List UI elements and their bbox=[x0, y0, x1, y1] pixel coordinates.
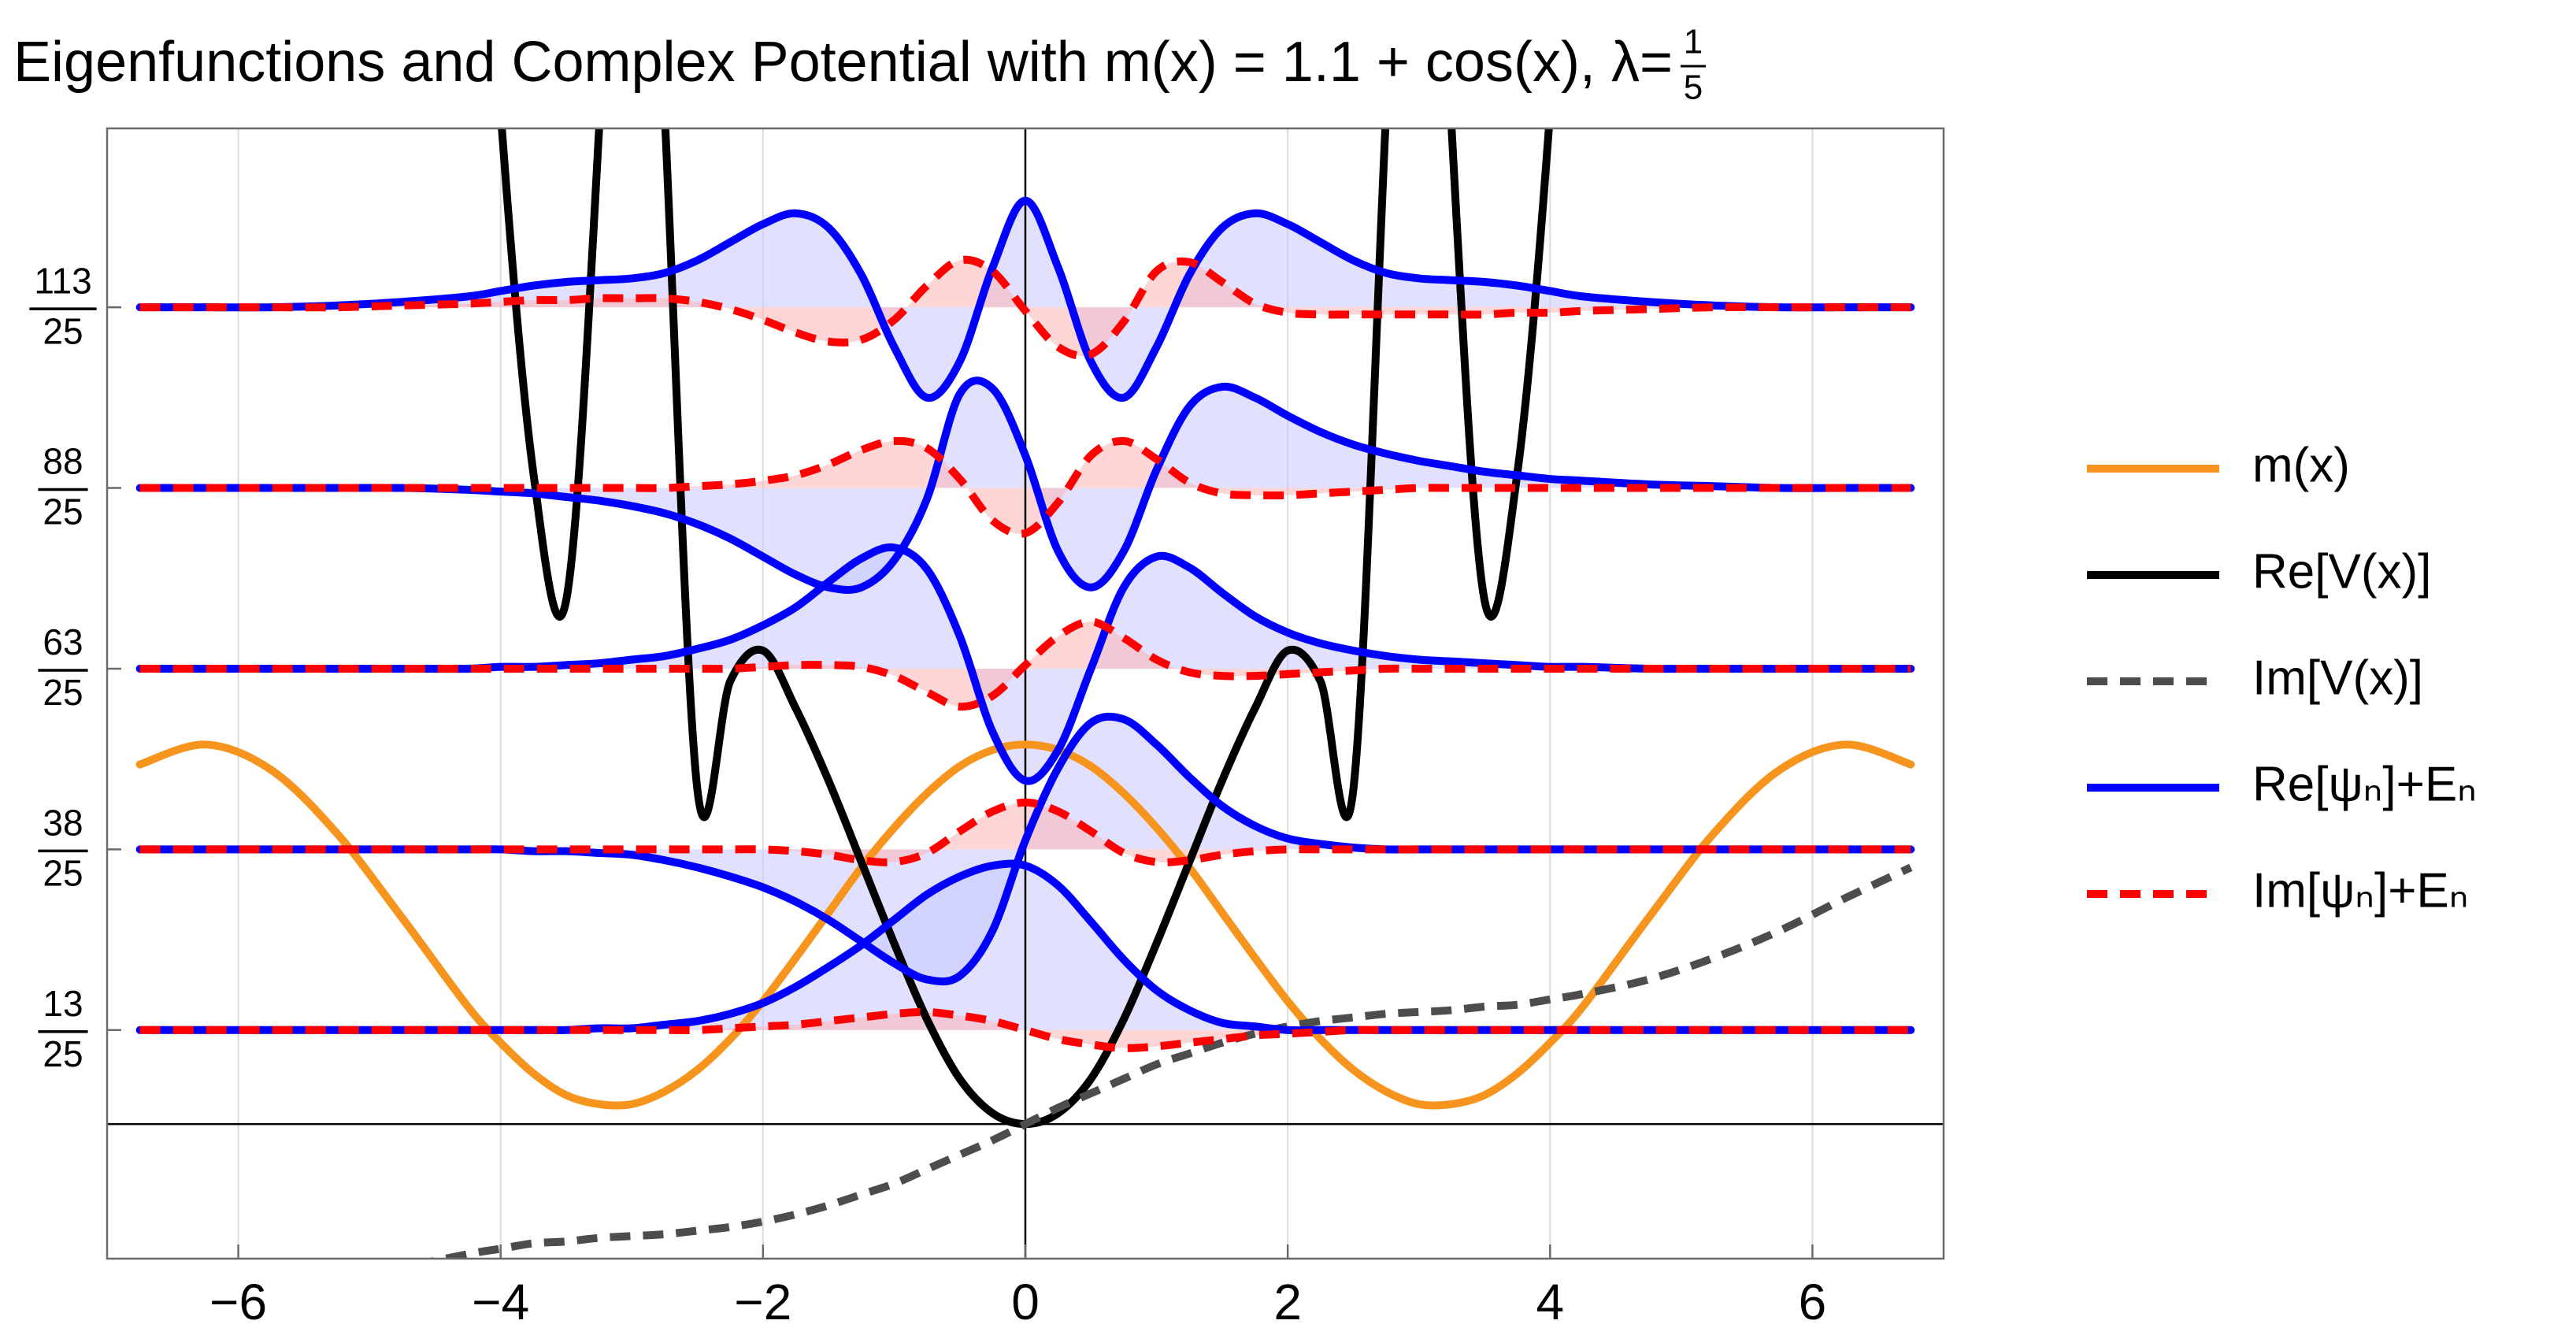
y-tick-label-denominator: 25 bbox=[43, 672, 83, 713]
y-tick-label-numerator: 88 bbox=[43, 441, 83, 482]
legend: m(x) Re[V(x)] Im[V(x)] Re[ψₙ]+Eₙ Im[ψₙ]+Eₙ bbox=[2087, 438, 2477, 918]
legend-label: Re[ψₙ]+Eₙ bbox=[2252, 757, 2477, 811]
title-fraction-denominator: 5 bbox=[1684, 69, 1703, 107]
y-tick-label-numerator: 13 bbox=[43, 983, 83, 1024]
y-tick-label-denominator: 25 bbox=[43, 491, 83, 532]
y-tick-label-numerator: 63 bbox=[43, 621, 83, 662]
eigenfunction-line bbox=[135, 196, 1915, 402]
x-tick-label: 0 bbox=[1011, 1274, 1040, 1330]
eigenfunction-line bbox=[135, 712, 1915, 986]
legend-label: Re[V(x)] bbox=[2252, 544, 2431, 599]
eigenfunction-line bbox=[139, 436, 1911, 538]
eigenfunction-line bbox=[139, 798, 1911, 866]
eigenfunction-line bbox=[139, 255, 1911, 360]
x-tick-label: 4 bbox=[1536, 1274, 1564, 1330]
title-fraction-numerator: 1 bbox=[1684, 23, 1703, 61]
lines bbox=[135, 128, 1915, 1259]
x-tick-label: 6 bbox=[1799, 1274, 1827, 1330]
series-line bbox=[135, 740, 1915, 1110]
x-tick-label: 2 bbox=[1273, 1274, 1302, 1330]
x-tick-label: −2 bbox=[734, 1274, 791, 1330]
legend-label: m(x) bbox=[2252, 438, 2350, 492]
eigenfunction-line bbox=[139, 1007, 1911, 1052]
y-tick-label-numerator: 38 bbox=[43, 803, 83, 844]
y-tick-label-numerator: 113 bbox=[34, 260, 91, 301]
chart-title: Eigenfunctions and Complex Potential wit… bbox=[13, 31, 1673, 94]
x-tick-label: −6 bbox=[209, 1274, 267, 1330]
eigenfunction-line bbox=[135, 376, 1915, 594]
eigenfunction-line bbox=[139, 618, 1911, 711]
ticks: −6 −4 −2 0 2 4 6 13 25 38 25 63 25 88 25 113 25 bbox=[29, 260, 1826, 1330]
legend-label: Im[ψₙ]+Eₙ bbox=[2252, 863, 2469, 918]
y-tick-label-denominator: 25 bbox=[43, 1033, 83, 1074]
y-tick-label-denominator: 25 bbox=[43, 853, 83, 894]
series-line bbox=[426, 863, 1913, 1259]
legend-label: Im[V(x)] bbox=[2252, 651, 2423, 705]
y-tick-label-denominator: 25 bbox=[43, 310, 83, 351]
x-tick-label: −4 bbox=[472, 1274, 529, 1330]
